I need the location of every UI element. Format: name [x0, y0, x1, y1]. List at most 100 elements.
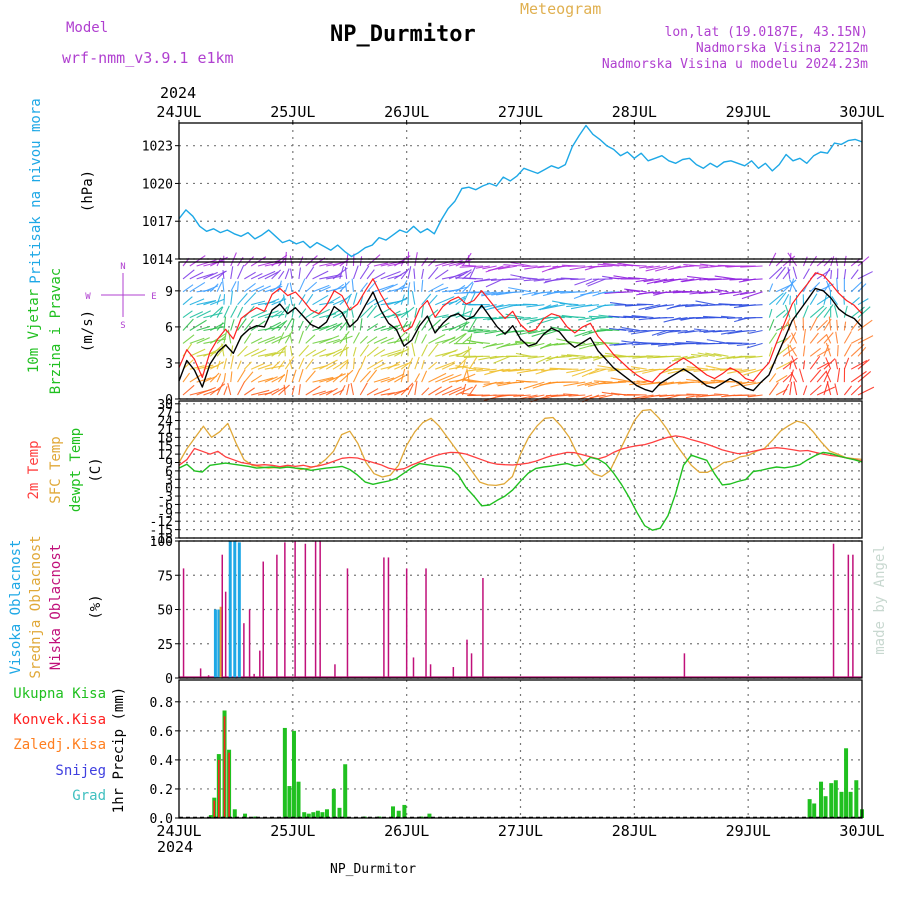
- wind-barb: [305, 309, 318, 319]
- wind-barb: [237, 306, 244, 318]
- wind-barb: [257, 377, 274, 383]
- wind-barb: [597, 341, 620, 344]
- wind-barb: [699, 329, 715, 333]
- wind-barb: [312, 270, 329, 280]
- wind-barb: [305, 293, 314, 306]
- wind-barb: [850, 385, 862, 396]
- wind-barb: [556, 355, 572, 359]
- wind-barb: [568, 316, 586, 319]
- wind-barb: [769, 292, 784, 306]
- wind-barb: [346, 372, 349, 383]
- wind-barb: [373, 284, 394, 293]
- wind-barb: [210, 298, 225, 306]
- wind-barb: [227, 382, 232, 396]
- wind-barb: [726, 342, 749, 344]
- wind-barb: [359, 370, 371, 383]
- wind-barb: [189, 281, 206, 293]
- wind-barb: [536, 355, 552, 364]
- precip-bar: [391, 806, 396, 818]
- wind-barb: [230, 371, 233, 383]
- pressure-unit-label: (hPa): [80, 170, 96, 212]
- wind-barb: [836, 345, 839, 357]
- y-tick-label: 75: [157, 569, 173, 584]
- wind-barb: [789, 295, 791, 305]
- wind-barb: [441, 349, 458, 357]
- wind-barb: [857, 256, 870, 267]
- cloud-bar-low: [452, 667, 455, 678]
- wind-barb: [528, 329, 545, 335]
- wind-barb: [631, 394, 654, 400]
- wind-barb: [604, 381, 627, 384]
- wind-barb: [828, 316, 832, 331]
- wind-barb: [339, 265, 345, 280]
- wind-barb: [521, 380, 538, 383]
- wind-barb: [332, 267, 348, 280]
- panel-frame-3: [178, 400, 863, 539]
- wind-barb: [629, 381, 647, 386]
- cloud-bar-low: [248, 609, 251, 678]
- wind-barb: [560, 277, 579, 280]
- wind-barb: [244, 387, 255, 396]
- cloud-bar-low: [314, 541, 317, 678]
- wind-barb: [658, 381, 675, 386]
- wind-barb: [366, 323, 379, 331]
- wind-barb: [826, 280, 832, 292]
- wind-barb: [580, 291, 600, 296]
- wind-barb: [237, 360, 242, 370]
- x-tick-label-bottom: 29JUL: [726, 822, 771, 840]
- wind-unit-label: (m/s): [80, 310, 96, 352]
- wind-barb: [489, 304, 511, 310]
- wind-barb: [298, 330, 304, 344]
- wind-barb: [789, 360, 792, 370]
- wind-barb: [463, 277, 484, 280]
- x-tick-label-top: 27JUL: [498, 103, 543, 121]
- wind-barb: [623, 264, 647, 267]
- wind-barb: [636, 303, 654, 306]
- wind-barb: [809, 281, 821, 293]
- wind-barb: [237, 381, 246, 396]
- wind-barb: [257, 310, 279, 319]
- wind-barb: [835, 359, 839, 370]
- wind-barb: [591, 317, 606, 320]
- wind-barb: [359, 282, 368, 293]
- wind-barb: [394, 255, 411, 267]
- wind-barb: [677, 329, 695, 334]
- wind-barb: [182, 284, 194, 293]
- wind-barb: [816, 348, 831, 357]
- cloud-bar-low: [284, 542, 286, 678]
- wind-barb: [284, 283, 289, 292]
- wind-barb: [670, 317, 688, 321]
- wind-barb: [346, 383, 350, 396]
- wind-barb: [613, 275, 634, 280]
- wind-barb: [632, 355, 654, 359]
- wind-barb: [798, 368, 804, 383]
- wind-barb: [434, 269, 449, 280]
- wind-barb: [816, 296, 830, 306]
- wind-barb: [435, 373, 454, 383]
- wind-barb: [298, 308, 307, 318]
- wind-barb: [339, 344, 348, 357]
- wind-barb: [857, 371, 872, 383]
- wind-barb: [618, 380, 640, 383]
- wind-barb: [468, 384, 477, 396]
- wind-barb: [643, 278, 661, 283]
- wind-barb: [387, 373, 405, 383]
- wind-barb: [305, 266, 315, 280]
- wind-barb: [468, 266, 476, 280]
- wind-barb: [768, 373, 777, 383]
- wind-barb: [435, 361, 456, 370]
- wind-barb: [587, 381, 606, 387]
- wind-barb: [843, 295, 845, 305]
- wind-barb: [505, 291, 524, 294]
- wind-barb: [257, 301, 276, 306]
- wind-barb: [462, 360, 466, 370]
- wind-barb: [816, 362, 830, 370]
- wind-barb: [816, 370, 828, 383]
- wind-barb: [257, 336, 276, 344]
- wind-barb: [250, 273, 263, 280]
- wind-barb: [462, 291, 470, 305]
- cloud-bar-low: [221, 554, 224, 678]
- precip-bar: [833, 780, 838, 818]
- wind-barb: [570, 278, 586, 281]
